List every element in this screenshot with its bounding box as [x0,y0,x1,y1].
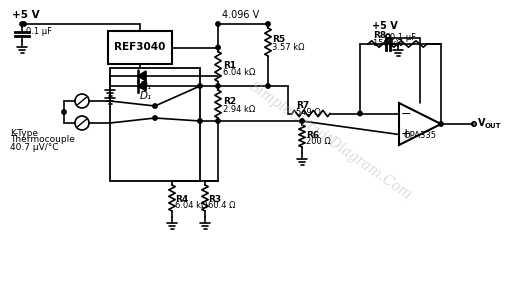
Circle shape [266,22,270,26]
Text: D₁: D₁ [140,81,152,91]
Text: R6: R6 [306,130,319,140]
Circle shape [198,84,202,88]
Text: R1: R1 [223,61,236,70]
Text: +5 V: +5 V [372,21,398,31]
Text: 0.1 μF: 0.1 μF [26,27,52,37]
Polygon shape [138,71,146,81]
FancyBboxPatch shape [110,68,200,181]
Text: +5 V: +5 V [12,10,40,20]
FancyBboxPatch shape [108,31,172,64]
Circle shape [153,116,157,120]
Text: 4.096 V: 4.096 V [222,10,259,20]
Circle shape [22,22,26,26]
Circle shape [216,119,220,123]
Text: D₁: D₁ [140,91,152,101]
Text: 6.04 kΩ: 6.04 kΩ [175,202,207,210]
Polygon shape [138,81,146,91]
Text: SimpleCircuitDiagram.Com: SimpleCircuitDiagram.Com [246,80,414,202]
Text: K-Type: K-Type [10,128,38,138]
Text: REF3040: REF3040 [114,43,166,53]
Text: −: − [401,108,411,121]
Text: 150 kΩ: 150 kΩ [373,39,403,47]
Text: +: + [401,127,411,140]
Circle shape [216,22,220,26]
Text: 0.1 μF: 0.1 μF [390,33,416,43]
Text: 2.94 kΩ: 2.94 kΩ [223,104,255,114]
Circle shape [62,110,66,114]
Text: R4: R4 [175,194,188,204]
Text: 6.04 kΩ: 6.04 kΩ [223,68,256,77]
Text: 200 Ω: 200 Ω [306,138,331,146]
Circle shape [216,84,220,88]
Text: R5: R5 [272,35,285,45]
Circle shape [266,84,270,88]
Text: R8: R8 [373,31,386,41]
Text: 60.4 Ω: 60.4 Ω [208,202,236,210]
Circle shape [300,119,304,123]
Text: R7: R7 [296,101,309,110]
Circle shape [439,122,443,126]
Text: Thermocouple: Thermocouple [10,136,75,144]
Text: 549 Ω: 549 Ω [296,108,321,117]
Text: 40.7 μV/°C: 40.7 μV/°C [10,142,58,152]
Circle shape [216,45,220,50]
Circle shape [358,111,362,116]
Text: R3: R3 [208,194,221,204]
Text: R2: R2 [223,98,236,106]
Circle shape [198,119,202,123]
Circle shape [153,104,157,108]
Text: V: V [478,118,486,128]
Text: OPA335: OPA335 [403,131,436,140]
Text: OUT: OUT [485,123,501,129]
Text: 3.57 kΩ: 3.57 kΩ [272,43,304,51]
